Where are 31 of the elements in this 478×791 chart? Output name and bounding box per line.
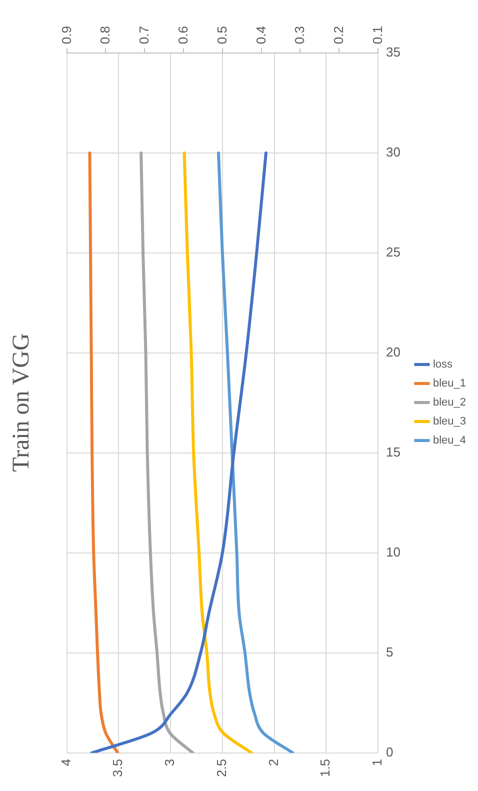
x2-tick-label: 0.8	[98, 26, 113, 44]
x2-tick-label: 0.6	[175, 26, 190, 44]
x-tick-label: 2	[266, 758, 281, 766]
x-tick-label: 1.5	[318, 758, 333, 778]
x-tick-label: 3.5	[110, 758, 126, 778]
text: Train on VGG	[8, 333, 35, 472]
y-tick-label: 30	[386, 144, 400, 160]
line-series	[90, 152, 268, 753]
y-tick-label: 25	[386, 244, 400, 260]
legend-label: bleu_4	[432, 434, 466, 447]
x2-tick-label: 0.5	[214, 26, 230, 44]
legend-label: bleu_2	[432, 396, 466, 409]
x2-tick-label: 0.7	[136, 26, 152, 44]
legend-label: loss	[432, 358, 454, 371]
x-tick-label: 4	[58, 758, 74, 766]
x-tick-label: 2.5	[214, 758, 229, 778]
x-tick-label: 1	[370, 758, 385, 766]
y-tick-label: 20	[386, 344, 400, 360]
y-tick-label: 15	[386, 444, 400, 460]
x-tick-label: 3	[162, 758, 178, 766]
x2-tick-label: 0.2	[331, 26, 346, 44]
legend-label: bleu_1	[432, 378, 466, 390]
x2-tick-label: 0.3	[292, 26, 308, 44]
x2-tick-label: 0.1	[370, 26, 385, 44]
y-tick-label: 35	[386, 44, 400, 60]
y-tick-label: 10	[386, 544, 400, 560]
y-tick-label: 5	[386, 644, 394, 660]
y-tick-label: 0	[386, 744, 394, 760]
x2-tick-label: 0.4	[253, 26, 268, 44]
x2-tick-label: 0.9	[58, 26, 74, 44]
legend-label: bleu_3	[432, 416, 466, 428]
